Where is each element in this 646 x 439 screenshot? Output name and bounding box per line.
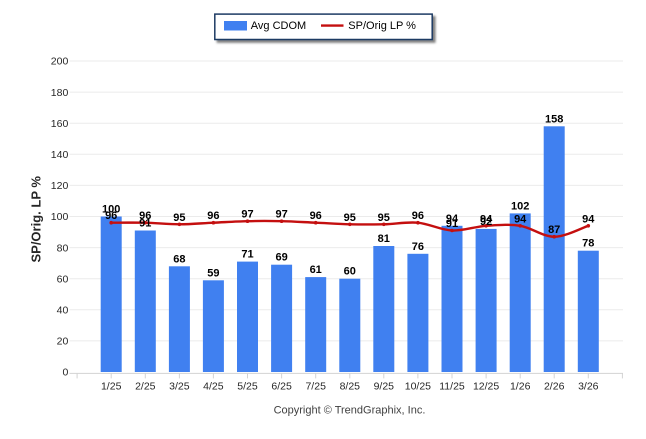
svg-text:200: 200 xyxy=(51,56,69,68)
svg-text:60: 60 xyxy=(57,273,69,285)
svg-text:180: 180 xyxy=(51,87,69,99)
svg-text:61: 61 xyxy=(310,264,322,276)
svg-text:Copyright © TrendGraphix, Inc.: Copyright © TrendGraphix, Inc. xyxy=(274,404,426,416)
svg-text:59: 59 xyxy=(207,267,219,279)
svg-text:76: 76 xyxy=(412,241,424,253)
svg-text:40: 40 xyxy=(57,305,69,317)
svg-text:10/25: 10/25 xyxy=(405,381,431,393)
svg-text:94: 94 xyxy=(480,213,493,225)
svg-text:95: 95 xyxy=(378,212,390,224)
svg-text:2/26: 2/26 xyxy=(544,381,565,393)
svg-text:97: 97 xyxy=(275,209,287,221)
svg-text:94: 94 xyxy=(446,213,459,225)
svg-text:158: 158 xyxy=(545,113,563,125)
svg-text:5/25: 5/25 xyxy=(237,381,258,393)
svg-text:1/26: 1/26 xyxy=(510,381,531,393)
svg-text:71: 71 xyxy=(241,249,253,261)
svg-text:0: 0 xyxy=(62,367,68,379)
svg-text:12/25: 12/25 xyxy=(473,381,499,393)
svg-text:20: 20 xyxy=(57,336,69,348)
svg-text:8/25: 8/25 xyxy=(340,381,361,393)
svg-text:3/25: 3/25 xyxy=(169,381,190,393)
svg-text:97: 97 xyxy=(241,209,253,221)
svg-text:91: 91 xyxy=(446,218,458,230)
svg-text:100: 100 xyxy=(102,204,120,216)
svg-text:102: 102 xyxy=(511,200,529,212)
svg-text:120: 120 xyxy=(51,180,69,192)
svg-text:100: 100 xyxy=(51,211,69,223)
svg-text:96: 96 xyxy=(207,210,219,222)
svg-text:95: 95 xyxy=(344,212,356,224)
svg-text:94: 94 xyxy=(514,213,527,225)
svg-text:140: 140 xyxy=(51,149,69,161)
svg-text:SP/Orig. LP %: SP/Orig. LP % xyxy=(28,176,43,263)
svg-text:4/25: 4/25 xyxy=(203,381,224,393)
svg-text:68: 68 xyxy=(173,253,185,265)
svg-text:87: 87 xyxy=(548,224,560,236)
svg-text:1/25: 1/25 xyxy=(101,381,122,393)
svg-text:96: 96 xyxy=(412,210,424,222)
svg-text:80: 80 xyxy=(57,242,69,254)
svg-text:160: 160 xyxy=(51,118,69,130)
svg-text:96: 96 xyxy=(139,210,151,222)
svg-text:95: 95 xyxy=(173,212,185,224)
svg-text:96: 96 xyxy=(310,210,322,222)
svg-text:SP/Orig LP %: SP/Orig LP % xyxy=(348,20,416,32)
svg-text:81: 81 xyxy=(378,233,390,245)
svg-text:6/25: 6/25 xyxy=(271,381,292,393)
svg-text:60: 60 xyxy=(344,266,356,278)
svg-text:92: 92 xyxy=(480,216,492,228)
svg-text:78: 78 xyxy=(582,238,594,250)
svg-text:94: 94 xyxy=(582,213,595,225)
svg-text:3/26: 3/26 xyxy=(578,381,599,393)
svg-text:2/25: 2/25 xyxy=(135,381,156,393)
svg-text:9/25: 9/25 xyxy=(374,381,395,393)
svg-text:96: 96 xyxy=(105,210,117,222)
svg-text:11/25: 11/25 xyxy=(439,381,465,393)
svg-text:91: 91 xyxy=(139,218,151,230)
svg-text:Avg CDOM: Avg CDOM xyxy=(251,20,306,32)
svg-text:7/25: 7/25 xyxy=(305,381,326,393)
svg-text:69: 69 xyxy=(275,252,287,264)
